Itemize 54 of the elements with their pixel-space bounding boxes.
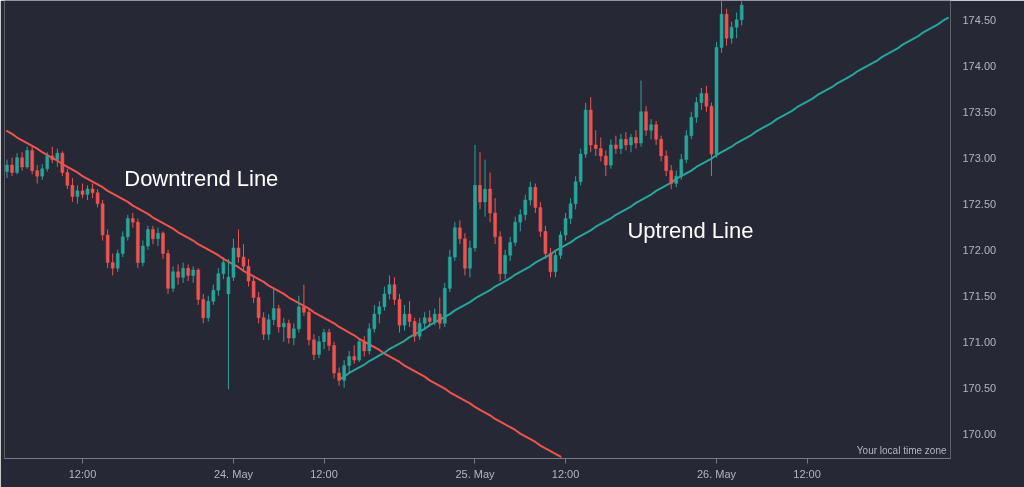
candlestick (352, 344, 356, 365)
candlestick (171, 265, 175, 293)
candlestick (362, 335, 367, 357)
candlestick (724, 8, 729, 47)
line-series (6, 130, 562, 458)
candlestick (478, 151, 482, 210)
x-tick-label: 26. May (696, 467, 737, 480)
candlestick (629, 133, 633, 153)
y-tick-label: 171.50 (962, 289, 997, 302)
candlestick (624, 131, 628, 151)
candlestick (55, 148, 60, 168)
annotation: Your local time zone (856, 444, 947, 456)
candlestick (649, 118, 653, 140)
candlestick (75, 184, 80, 205)
candlestick (483, 159, 487, 218)
candlestick (181, 262, 185, 284)
candlestick (10, 157, 14, 177)
x-tick-label: 12:00 (68, 467, 97, 480)
candlestick (619, 133, 623, 155)
candlestick (282, 317, 286, 343)
series-label: Downtrend Line (124, 165, 279, 191)
candlestick (402, 304, 407, 332)
y-tick-label: 174.50 (962, 13, 997, 26)
candlestick (15, 152, 19, 175)
line-series (338, 16, 949, 381)
y-tick-label: 173.00 (962, 151, 997, 164)
y-tick-label: 172.50 (962, 197, 997, 210)
y-tick-label: 172.00 (962, 243, 997, 256)
candlestick (20, 151, 24, 172)
y-tick-label: 174.00 (962, 59, 997, 72)
x-tick-label: 12:00 (793, 467, 821, 480)
candlestick (739, 0, 744, 26)
y-tick-label: 170.50 (962, 381, 997, 394)
x-tick-label: 24. May (213, 467, 254, 480)
y-tick-label: 171.00 (962, 335, 997, 348)
candlestick (276, 304, 281, 333)
series-label: Uptrend Line (627, 218, 754, 244)
x-tick-label: 25. May (455, 467, 496, 480)
candlestick (614, 135, 618, 155)
candlestick (287, 319, 291, 345)
y-tick-label: 173.50 (962, 105, 997, 118)
y-tick-label: 170.00 (962, 427, 997, 440)
candlestick (5, 159, 9, 179)
candlestick (156, 227, 160, 247)
x-tick-label: 12:00 (310, 467, 338, 480)
candlestick (25, 146, 29, 170)
candlestick (357, 337, 362, 363)
candlestick (176, 263, 180, 286)
candlestick (438, 297, 442, 330)
candlestick (151, 225, 155, 245)
candlestick (644, 105, 648, 137)
candlestick (634, 129, 638, 150)
x-tick-label: 12:00 (551, 467, 580, 480)
candlestick (609, 138, 613, 170)
